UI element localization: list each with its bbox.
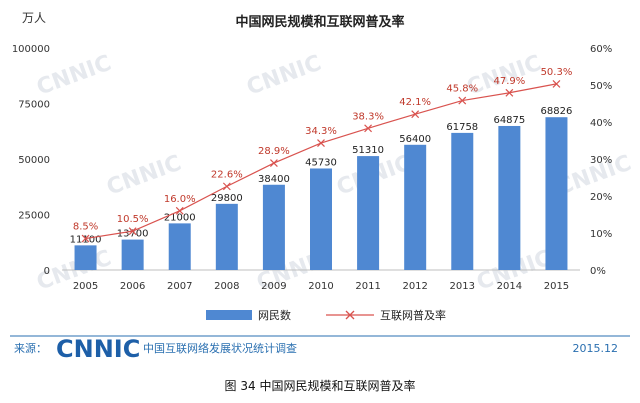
bar-value-label: 51310 [352,145,384,156]
bar-value-label: 64875 [493,115,525,126]
chart-title: 中国网民规模和互联网普及率 [235,14,404,30]
bar-value-label: 61758 [446,122,478,133]
right-tick-label: 40% [590,118,612,129]
right-tick-label: 60% [590,44,612,55]
rate-value-label: 22.6% [211,169,243,180]
rate-value-labels: 8.5% 10.5% 16.0% 22.6% 28.9% 34.3% 38.3% 42.1% 4… [73,67,573,233]
bar-value-label: 11100 [70,234,102,245]
left-axis: 0 25000 50000 75000 100000 [12,44,50,277]
right-axis: 0% 10% 20% 30% 40% 50% 60% [590,44,612,277]
x-tick-label: 2013 [450,281,475,292]
rate-point [269,159,278,167]
rate-point [128,227,137,236]
legend-swatch-bar [206,310,252,320]
watermark-text: CNNIC [244,51,325,101]
rate-value-label: 50.3% [541,67,573,78]
legend-label-bar: 网民数 [258,309,291,322]
left-tick-label: 100000 [12,44,50,55]
x-tick-label: 2007 [167,281,192,292]
right-tick-label: 0% [590,266,606,277]
rate-value-label: 38.3% [352,111,384,122]
left-tick-label: 0 [44,266,50,277]
bar [121,239,144,270]
x-tick-label: 2009 [261,281,286,292]
bar-series [74,117,568,270]
left-tick-label: 75000 [18,100,50,111]
x-tick-label: 2008 [214,281,239,292]
bar-value-label: 56400 [399,134,431,145]
rate-point [505,88,514,97]
footer-date: 2015.12 [573,342,619,355]
rate-point [175,206,184,215]
bar [310,168,332,270]
x-tick-label: 2006 [120,281,145,292]
bar-value-label: 38400 [258,174,290,185]
legend-label-line: 互联网普及率 [380,308,446,322]
rate-value-label: 47.9% [493,76,525,87]
rate-point [317,139,325,148]
bar-value-label: 45730 [305,157,337,168]
rate-point [552,79,561,88]
line-series [81,79,561,243]
rate-point [364,124,373,133]
rate-point [81,234,90,243]
bar-value-label: 21000 [164,212,196,223]
bar-value-label: 29800 [211,193,243,204]
x-tick-label: 2005 [73,281,98,292]
rate-value-label: 8.5% [73,222,98,233]
x-axis: 2005 2006 2007 2008 2009 2010 2011 2012 2013 2014… [73,281,569,292]
bar [357,156,380,270]
bar [74,245,97,270]
left-axis-unit: 万人 [22,11,46,25]
bar [498,125,521,270]
right-tick-label: 20% [590,192,612,203]
watermark-text: CNNIC [34,51,115,101]
x-tick-label: 2012 [402,281,427,292]
right-tick-label: 50% [590,81,612,92]
footer-source-label: 来源： [14,341,47,355]
x-tick-label: 2011 [355,281,380,292]
rate-value-label: 28.9% [258,146,290,157]
bar-value-label: 13700 [117,229,149,240]
rate-value-label: 16.0% [164,194,196,205]
bar [545,117,568,270]
bar [168,223,191,270]
footer-source-text: 中国互联网络发展状况统计调查 [143,341,297,355]
cnnic-logo: CNNIC [56,335,140,363]
bar [404,144,427,270]
left-tick-label: 50000 [18,155,50,166]
rate-value-label: 34.3% [305,126,337,137]
figure-caption: 图 34 中国网民规模和互联网普及率 [225,378,416,393]
x-tick-label: 2015 [544,281,569,292]
left-tick-label: 25000 [18,211,50,222]
rate-point [411,110,420,119]
rate-value-label: 42.1% [399,97,431,108]
rate-point [458,96,467,105]
x-tick-label: 2010 [308,281,333,292]
x-tick-label: 2014 [497,281,522,292]
bar-value-labels: 11100 13700 21000 29800 38400 45730 51310 56400… [70,106,573,245]
rate-point [222,182,231,191]
bar [451,132,474,270]
bar-value-label: 68826 [541,106,573,117]
rate-value-label: 10.5% [117,214,149,225]
right-tick-label: 30% [590,155,612,166]
bar [262,184,285,270]
right-tick-label: 10% [590,229,612,240]
rate-value-label: 45.8% [446,84,478,95]
legend-marker-x [345,310,355,320]
bar [215,203,238,270]
